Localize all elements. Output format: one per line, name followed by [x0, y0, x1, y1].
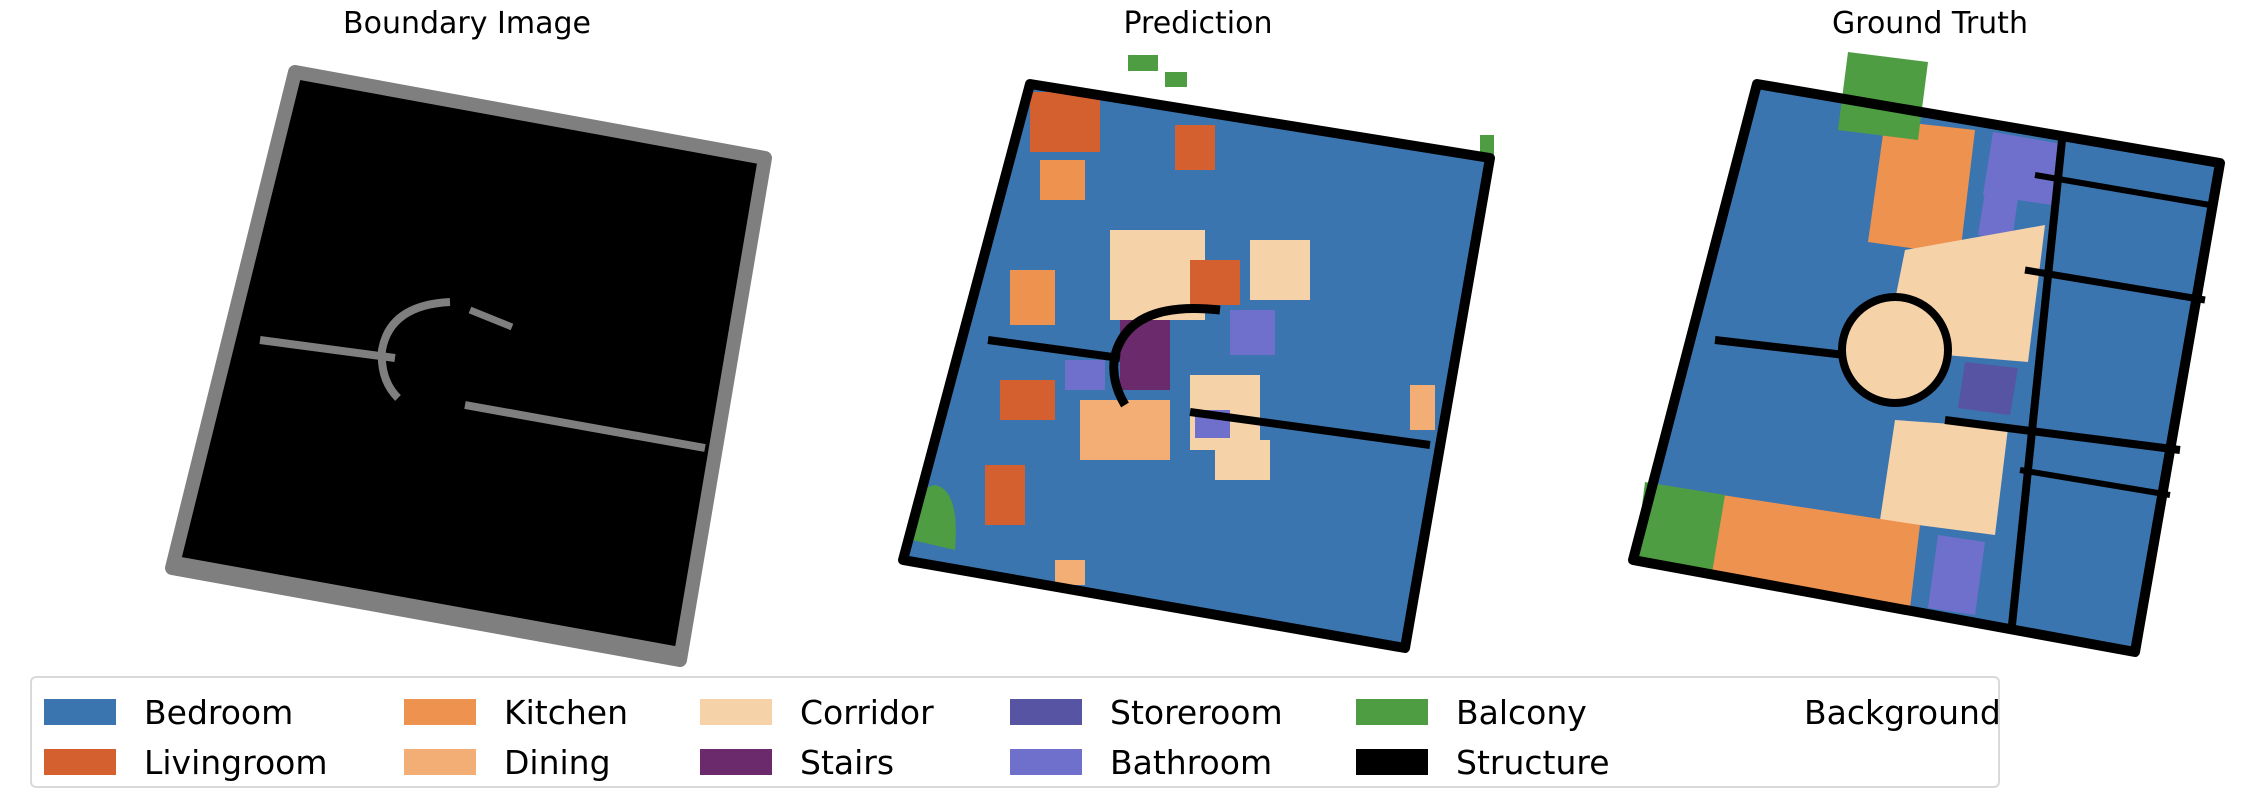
- legend: Bedroom Livingroom Kitchen Dining Corrid…: [30, 676, 2001, 788]
- legend-swatch-dining: [404, 749, 476, 775]
- legend-item-livingroom: Livingroom: [44, 742, 327, 782]
- legend-swatch-stairs: [700, 749, 772, 775]
- legend-label: Bedroom: [144, 692, 294, 732]
- legend-swatch-storeroom: [1010, 699, 1082, 725]
- ground-truth-image: [1628, 52, 2225, 657]
- legend-label: Structure: [1456, 742, 1610, 782]
- legend-label: Kitchen: [504, 692, 629, 732]
- prediction-title: Prediction: [1123, 6, 1273, 41]
- legend-swatch-livingroom: [44, 749, 116, 775]
- boundary-footprint: [165, 65, 772, 667]
- legend-swatch-bedroom: [44, 699, 116, 725]
- legend-item-balcony: Balcony: [1356, 692, 1587, 732]
- legend-swatch-background: [1704, 699, 1776, 725]
- legend-item-corridor: Corridor: [700, 692, 934, 732]
- legend-label: Dining: [504, 742, 611, 782]
- legend-label: Stairs: [800, 742, 895, 782]
- boundary-image-title: Boundary Image: [343, 6, 591, 41]
- ground-truth-title: Ground Truth: [1832, 6, 2028, 41]
- boundary-image: [165, 65, 772, 667]
- legend-label: Corridor: [800, 692, 934, 732]
- legend-item-bedroom: Bedroom: [44, 692, 293, 732]
- legend-item-dining: Dining: [404, 742, 611, 782]
- ground-truth-plan: [1628, 52, 2225, 657]
- legend-item-kitchen: Kitchen: [404, 692, 628, 732]
- legend-swatch-kitchen: [404, 699, 476, 725]
- legend-item-stairs: Stairs: [700, 742, 894, 782]
- legend-label: Livingroom: [144, 742, 328, 782]
- prediction-image: [898, 55, 1495, 653]
- legend-label: Background: [1804, 692, 2001, 732]
- legend-swatch-bathroom: [1010, 749, 1082, 775]
- legend-swatch-structure: [1356, 749, 1428, 775]
- legend-swatch-corridor: [700, 699, 772, 725]
- legend-item-structure: Structure: [1356, 742, 1610, 782]
- legend-label: Storeroom: [1110, 692, 1283, 732]
- prediction-plan: [898, 55, 1495, 653]
- legend-item-background: Background: [1704, 692, 2001, 732]
- legend-item-bathroom: Bathroom: [1010, 742, 1272, 782]
- legend-item-storeroom: Storeroom: [1010, 692, 1283, 732]
- legend-label: Bathroom: [1110, 742, 1273, 782]
- legend-label: Balcony: [1456, 692, 1587, 732]
- legend-swatch-balcony: [1356, 699, 1428, 725]
